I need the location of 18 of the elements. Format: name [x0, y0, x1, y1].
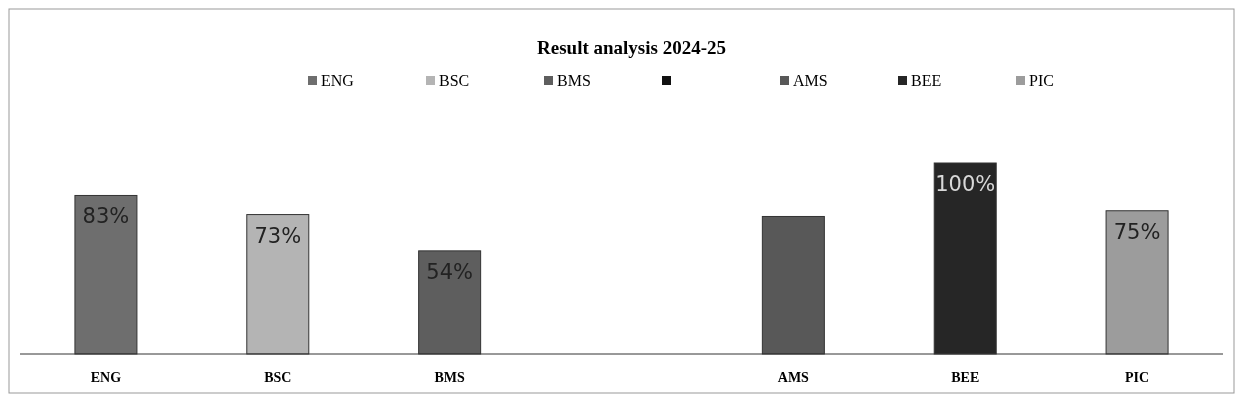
x-tick-label: BMS: [434, 370, 466, 385]
x-tick-label: ENG: [90, 370, 122, 385]
legend-label: BEE: [911, 72, 942, 89]
x-tick-label: PIC: [1125, 370, 1150, 385]
x-tick-label: BEE: [951, 370, 980, 385]
data-label: 75%: [1113, 219, 1161, 244]
legend-label: AMS: [793, 72, 828, 89]
data-label: 54%: [426, 259, 473, 284]
chart-title: Result analysis 2024-25: [537, 37, 726, 58]
legend-label: BMS: [557, 72, 591, 89]
data-label: 83%: [82, 204, 130, 229]
legend-label: ENG: [321, 72, 355, 89]
x-tick-label: AMS: [777, 370, 810, 385]
data-label: 73%: [254, 223, 302, 248]
x-tick-label: BSC: [264, 370, 292, 385]
legend-label: BSC: [439, 72, 470, 89]
data-label: 100%: [935, 172, 996, 196]
legend-label: PIC: [1029, 72, 1054, 89]
